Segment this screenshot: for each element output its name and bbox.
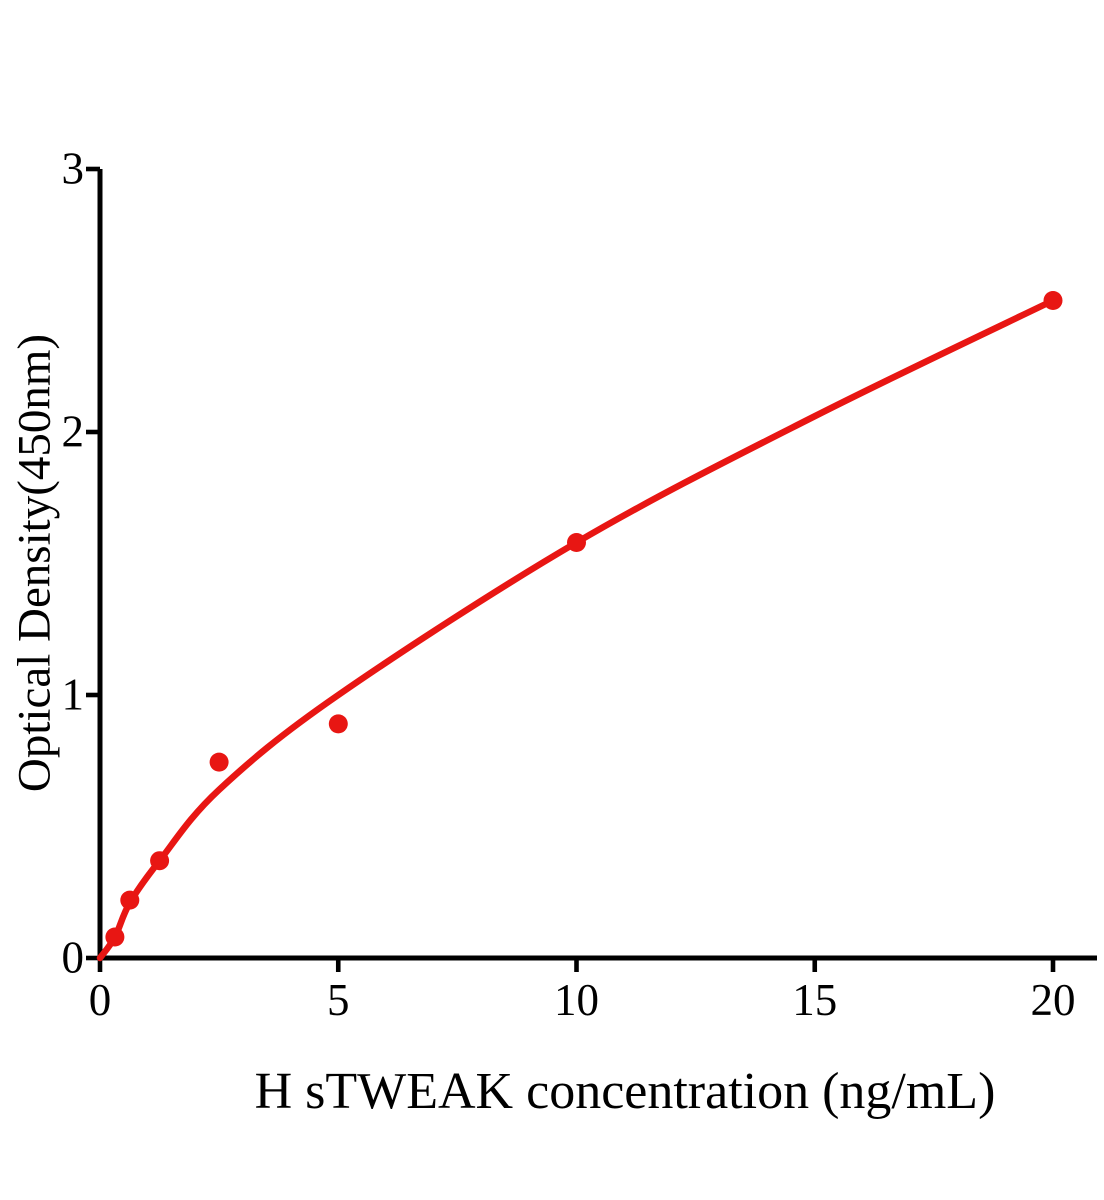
y-axis-title: Optical Density(450nm) <box>8 333 61 793</box>
x-tick-label: 20 <box>1030 975 1076 1025</box>
x-tick-label: 15 <box>792 975 838 1025</box>
data-point <box>328 714 348 734</box>
x-tick-label: 0 <box>88 975 112 1025</box>
data-point <box>209 752 229 772</box>
y-tick-label: 3 <box>61 143 85 194</box>
y-tick-label: 1 <box>61 669 85 720</box>
y-tick-label: 0 <box>61 932 85 983</box>
data-point <box>120 890 140 910</box>
axis-ticks <box>86 166 1056 972</box>
x-axis-title: H sTWEAK concentration (ng/mL) <box>254 1063 996 1120</box>
data-points <box>105 291 1063 947</box>
x-tick-label: 5 <box>327 975 350 1025</box>
data-point <box>1043 291 1063 310</box>
data-point <box>150 851 170 871</box>
x-tick-label: 10 <box>554 975 599 1025</box>
y-tick-label: 2 <box>61 406 85 457</box>
data-point <box>105 927 125 947</box>
standard-curve-line <box>96 297 1057 962</box>
data-point <box>567 533 586 552</box>
